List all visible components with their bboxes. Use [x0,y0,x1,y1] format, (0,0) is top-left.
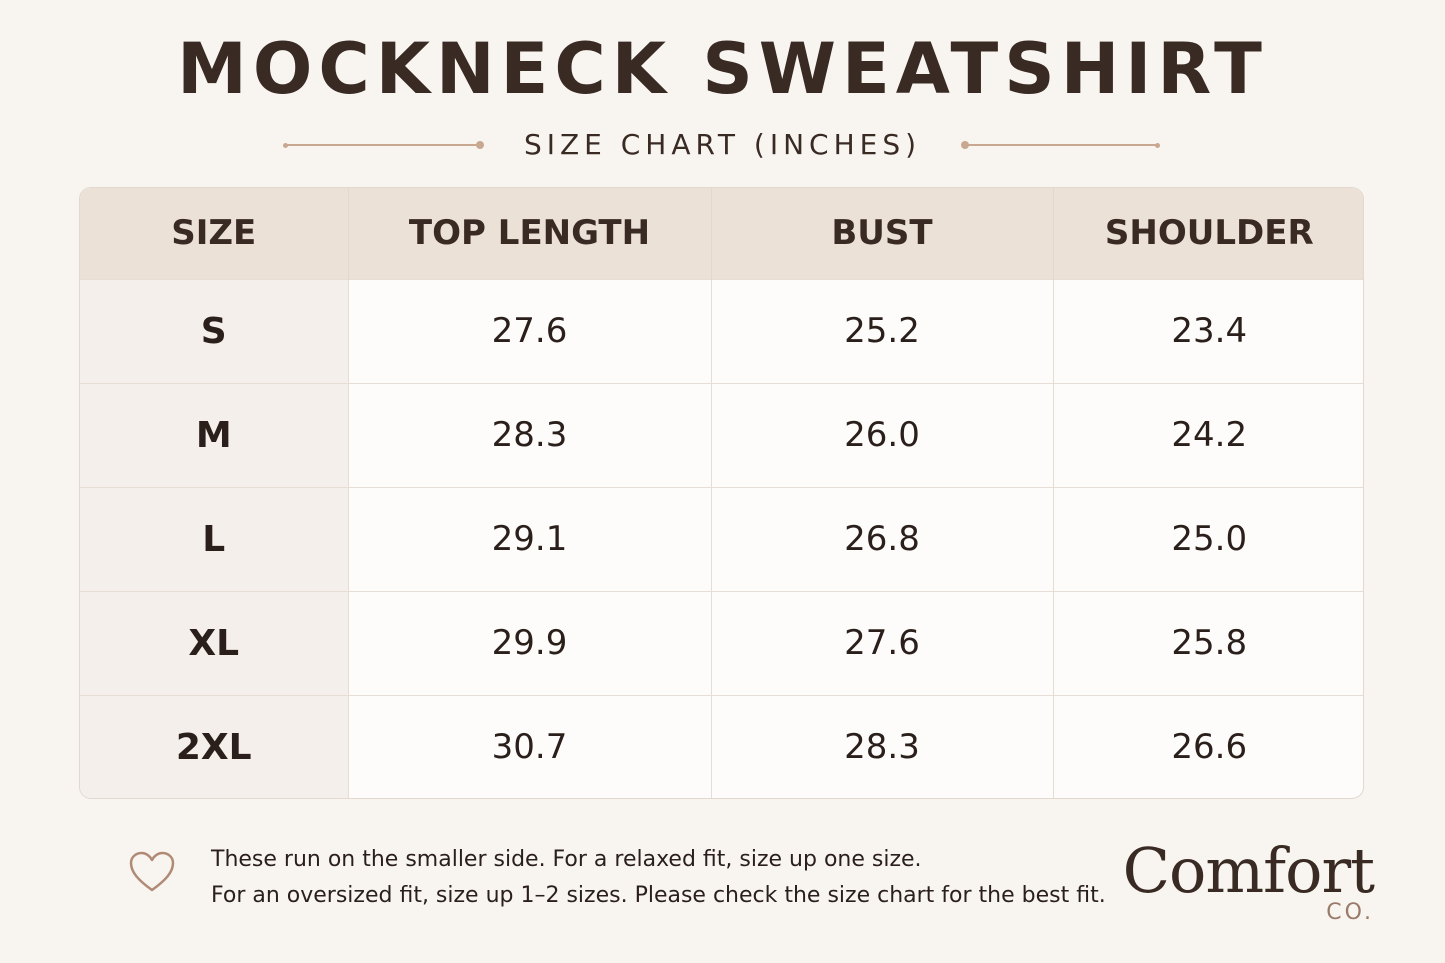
shoulder-cell: 23.4 [1053,278,1363,383]
brand-logo: Comfort CO. [1123,834,1380,934]
fit-note-line-2: For an oversized fit, size up 1–2 sizes.… [211,883,1106,908]
size-chart-table: SIZE TOP LENGTH BUST SHOULDER S 27.6 25.… [79,187,1364,799]
top-length-cell: 29.9 [348,590,712,695]
bust-cell: 26.8 [711,486,1054,591]
table-row: XL 29.9 27.6 25.8 [80,590,1363,695]
bust-cell: 26.0 [711,382,1054,487]
brand-name: Comfort [1122,834,1375,907]
column-header-top-length: TOP LENGTH [348,188,712,279]
fit-note: These run on the smaller side. For a rel… [211,842,1131,914]
decorative-rule-right [964,144,1158,146]
size-cell: M [80,382,349,487]
top-length-cell: 28.3 [348,382,712,487]
rule-dot [1155,142,1160,148]
size-cell: S [80,278,349,383]
decorative-rule-left [286,144,480,146]
top-length-cell: 29.1 [348,486,712,591]
heart-icon [129,851,175,892]
fit-note-line-1: These run on the smaller side. For a rel… [211,847,922,872]
top-length-cell: 27.6 [348,278,712,383]
column-header-size: SIZE [80,188,349,279]
subtitle-row: SIZE CHART (INCHES) [0,126,1445,166]
page-subtitle: SIZE CHART (INCHES) [523,128,922,161]
size-cell: L [80,486,349,591]
table-row: L 29.1 26.8 25.0 [80,486,1363,591]
shoulder-cell: 24.2 [1053,382,1363,487]
size-cell: 2XL [80,694,349,798]
table-row: S 27.6 25.2 23.4 [80,278,1363,383]
bust-cell: 27.6 [711,590,1054,695]
shoulder-cell: 25.8 [1053,590,1363,695]
top-length-cell: 30.7 [348,694,712,798]
table-row: M 28.3 26.0 24.2 [80,382,1363,487]
table-header-row: SIZE TOP LENGTH BUST SHOULDER [80,188,1363,279]
column-header-bust: BUST [711,188,1054,279]
brand-sub: CO. [1326,900,1374,925]
rule-dot [283,142,288,148]
column-header-shoulder: SHOULDER [1104,213,1314,254]
table-row: 2XL 30.7 28.3 26.6 [80,694,1363,798]
bust-cell: 25.2 [711,278,1054,383]
rule-dot [476,141,484,149]
shoulder-cell: 26.6 [1053,694,1363,798]
bust-cell: 28.3 [711,694,1054,798]
page-title: MOCKNECK SWEATSHIRT [177,28,1268,110]
size-cell: XL [80,590,349,695]
shoulder-cell: 25.0 [1053,486,1363,591]
